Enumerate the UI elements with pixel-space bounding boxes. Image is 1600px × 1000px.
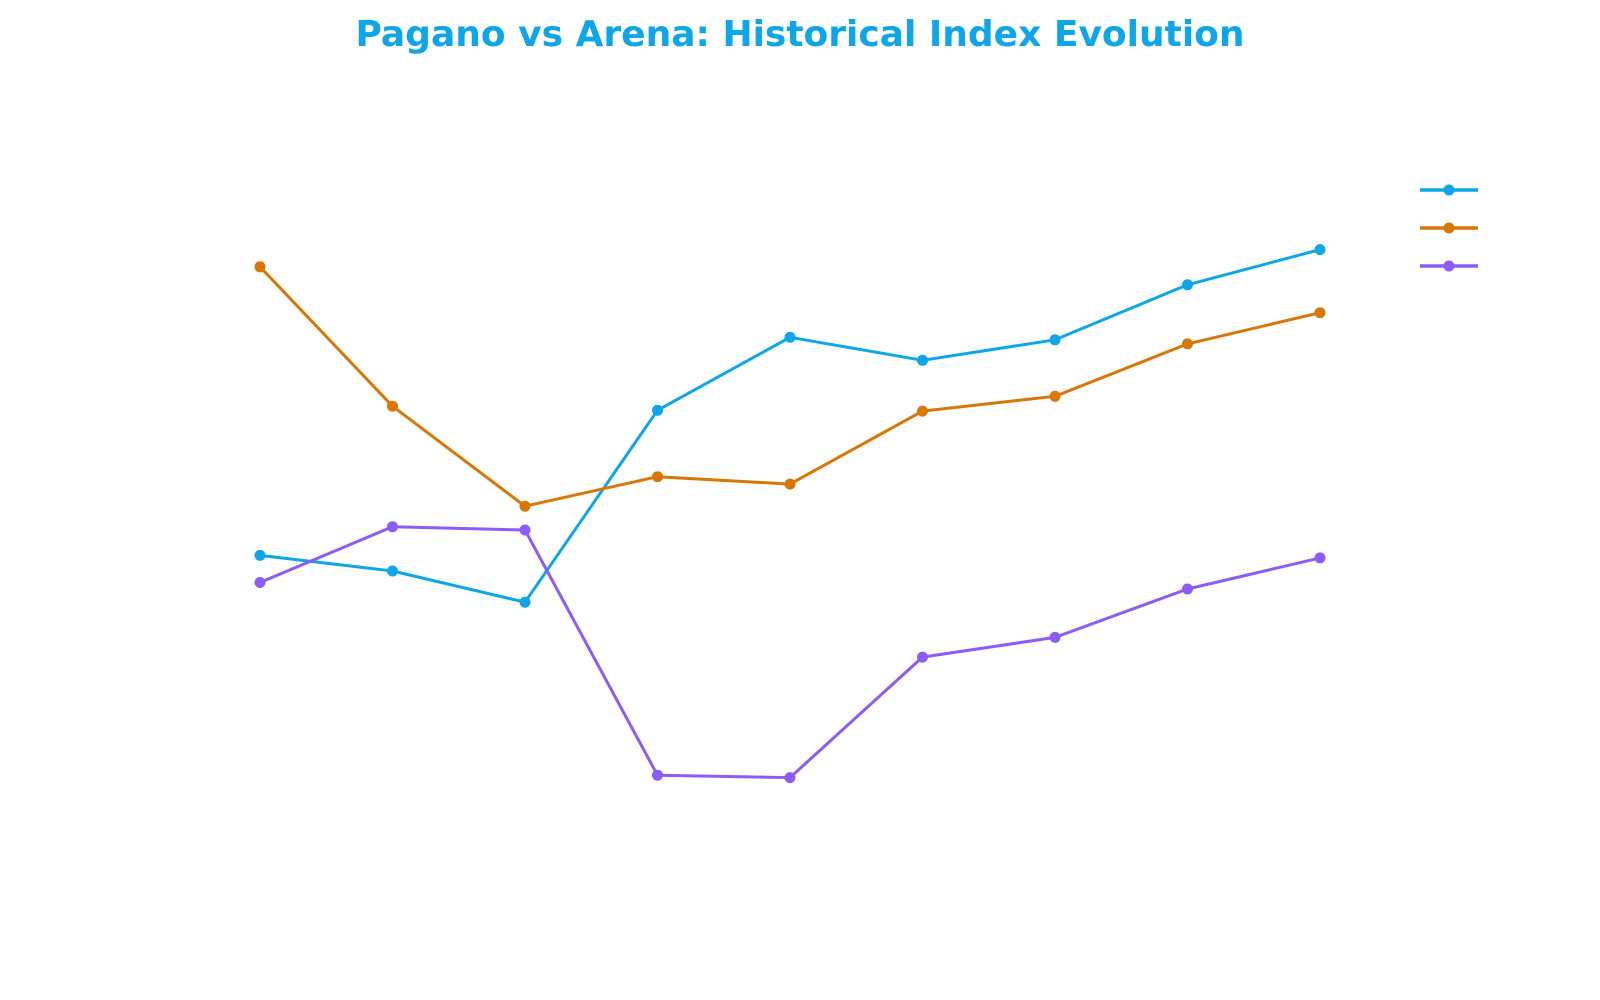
legend-item-3[interactable]	[1420, 260, 1478, 272]
series-2-point	[1314, 307, 1326, 319]
legend-swatch-marker	[1443, 184, 1455, 196]
series-2-point	[652, 471, 663, 483]
series-1-point	[1049, 334, 1061, 346]
series-layer	[254, 244, 1326, 784]
series-2-line	[258, 265, 1321, 508]
series-2-point	[917, 405, 928, 417]
series-3-point	[1182, 583, 1193, 595]
series-1-point	[1182, 279, 1193, 291]
series-1-point	[784, 331, 796, 343]
series-2-point	[1182, 338, 1193, 350]
series-2-point	[784, 478, 796, 490]
series-1-point	[652, 404, 663, 416]
series-1	[254, 244, 1326, 608]
series-2-point	[519, 500, 531, 512]
series-2-point	[254, 261, 266, 273]
series-1-point	[254, 549, 266, 561]
series-3-point	[1049, 631, 1061, 643]
series-3-point	[519, 524, 531, 536]
series-3-point	[917, 651, 928, 663]
series-3	[254, 521, 1326, 784]
legend-item-2[interactable]	[1420, 222, 1478, 234]
series-1-point	[519, 596, 531, 608]
series-3-point	[784, 772, 796, 784]
series-2	[254, 261, 1326, 512]
series-3-point	[387, 521, 398, 533]
legend-item-1[interactable]	[1420, 184, 1478, 196]
series-3-point	[1314, 552, 1326, 564]
legend-swatch-marker	[1443, 222, 1455, 234]
series-3-point	[254, 577, 266, 588]
series-3-line	[259, 525, 1321, 780]
series-1-point	[917, 354, 928, 366]
series-2-point	[1049, 390, 1061, 402]
series-2-point	[387, 400, 398, 412]
legend-swatch-marker	[1443, 260, 1455, 272]
legend	[1420, 184, 1478, 272]
series-1-point	[387, 565, 398, 577]
series-1-point	[1314, 244, 1326, 256]
series-3-point	[652, 769, 663, 781]
chart-title: Pagano vs Arena: Historical Index Evolut…	[355, 14, 1245, 55]
